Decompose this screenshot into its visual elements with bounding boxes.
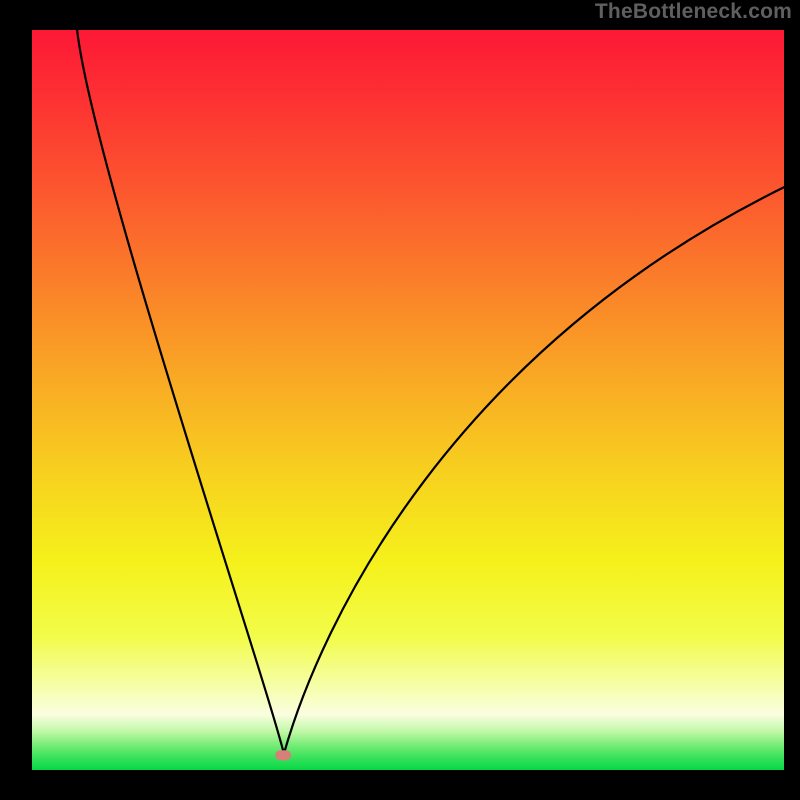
chart-stage: TheBottleneck.com [0,0,800,800]
optimal-point-marker [275,750,291,760]
watermark-text: TheBottleneck.com [595,0,792,24]
plot-background [32,30,784,770]
bottleneck-chart [0,0,800,800]
